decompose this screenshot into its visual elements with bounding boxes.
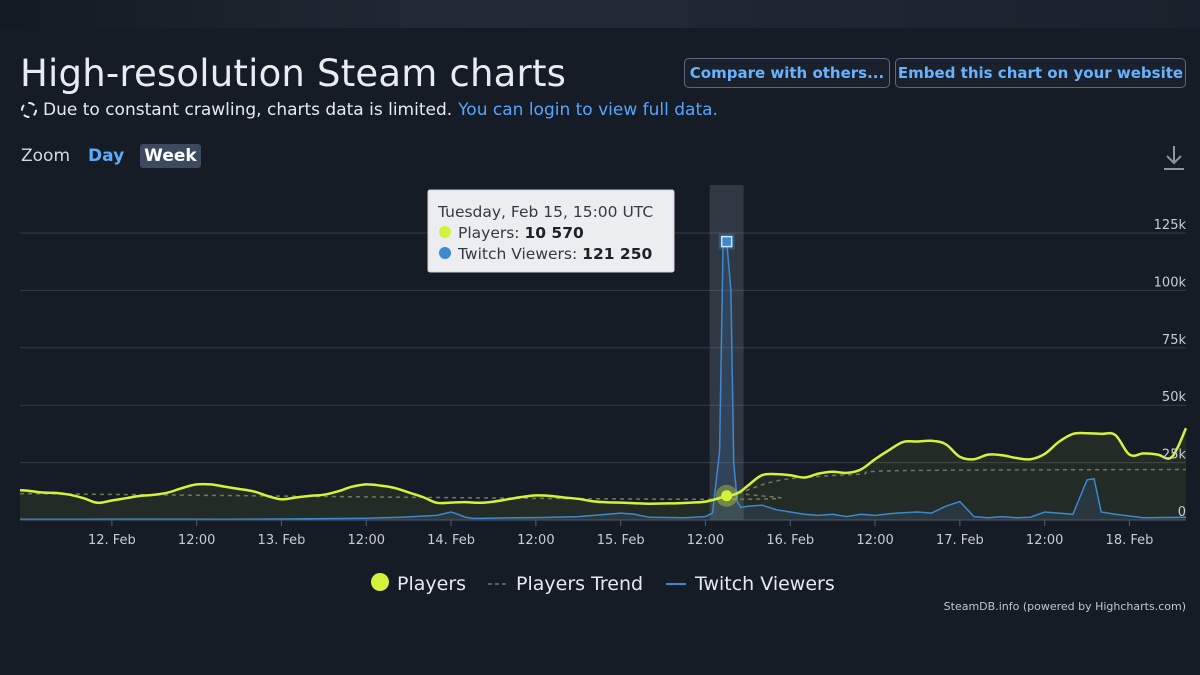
tooltip-twitch-dot xyxy=(439,247,451,259)
x-tick-label: 17. Feb xyxy=(936,533,984,548)
legend: Players Players Trend Twitch Viewers xyxy=(371,573,835,595)
tooltip-date: Tuesday, Feb 15, 15:00 UTC xyxy=(437,203,653,221)
legend-twitch-label: Twitch Viewers xyxy=(694,573,835,595)
tooltip-twitch: Twitch Viewers: 121 250 xyxy=(457,245,652,263)
zoom-day-button[interactable]: Day xyxy=(88,146,125,166)
y-tick-label: 75k xyxy=(1162,333,1187,348)
x-tick-label: 15. Feb xyxy=(597,533,645,548)
y-tick-label: 0 xyxy=(1178,505,1186,520)
tooltip-players: Players: 10 570 xyxy=(458,224,584,242)
legend-players-marker xyxy=(371,573,389,591)
x-tick-label: 12:00 xyxy=(856,533,893,548)
notice-text: Due to constant crawling, charts data is… xyxy=(43,100,453,120)
y-tick-label: 100k xyxy=(1154,275,1187,290)
legend-item-players[interactable]: Players xyxy=(371,573,466,595)
embed-button[interactable]: Embed this chart on your website xyxy=(895,58,1186,88)
x-tick-label: 16. Feb xyxy=(766,533,814,548)
legend-item-trend[interactable]: Players Trend xyxy=(488,573,643,595)
x-tick-label: 12:00 xyxy=(517,533,554,548)
y-axis-ticks: 0 25k 50k 75k 100k 125k xyxy=(1154,218,1187,520)
zoom-week-button[interactable]: Week xyxy=(140,144,201,168)
y-tick-label: 25k xyxy=(1162,448,1187,463)
x-tick-label: 12:00 xyxy=(178,533,215,548)
x-tick-label: 12. Feb xyxy=(88,533,136,548)
zoom-label: Zoom xyxy=(21,146,71,166)
players-area xyxy=(20,428,1186,520)
x-tick-label: 14. Feb xyxy=(427,533,475,548)
x-tick-label: 12:00 xyxy=(348,533,385,548)
y-tick-label: 125k xyxy=(1154,218,1187,233)
legend-item-twitch[interactable]: Twitch Viewers xyxy=(666,573,835,595)
players-trend-line xyxy=(19,468,1187,501)
x-tick-label: 12:00 xyxy=(1026,533,1063,548)
players-line xyxy=(19,427,1188,505)
loading-spinner-icon xyxy=(21,102,37,118)
x-tick-label: 13. Feb xyxy=(258,533,306,548)
legend-trend-label: Players Trend xyxy=(516,573,643,595)
chart-panel xyxy=(0,28,1200,675)
twitch-viewers-line xyxy=(20,240,1187,521)
x-tick-label: 12:00 xyxy=(687,533,724,548)
data-limit-notice: Due to constant crawling, charts data is… xyxy=(21,100,718,120)
tooltip: Tuesday, Feb 15, 15:00 UTC Players: 10 5… xyxy=(427,189,675,273)
compare-button[interactable]: Compare with others... xyxy=(684,58,890,88)
page-title: High-resolution Steam charts xyxy=(20,52,567,95)
login-link[interactable]: You can login to view full data. xyxy=(458,100,718,120)
x-tick-label: 18. Feb xyxy=(1106,533,1154,548)
top-strip xyxy=(0,0,1200,28)
twitch-highlight-point xyxy=(720,235,733,248)
legend-players-label: Players xyxy=(397,573,466,595)
y-tick-label: 50k xyxy=(1162,390,1187,405)
download-icon[interactable] xyxy=(1162,144,1186,172)
x-axis-ticks: 12. Feb 12:00 13. Feb 12:00 14. Feb 12:00 15. … xyxy=(88,520,1153,548)
chart-credit: SteamDB.info (powered by Highcharts.com) xyxy=(943,600,1186,613)
players-highlight-point xyxy=(721,490,733,502)
tooltip-players-dot xyxy=(439,226,451,238)
zoom-control: Zoom Day Week xyxy=(21,143,213,169)
